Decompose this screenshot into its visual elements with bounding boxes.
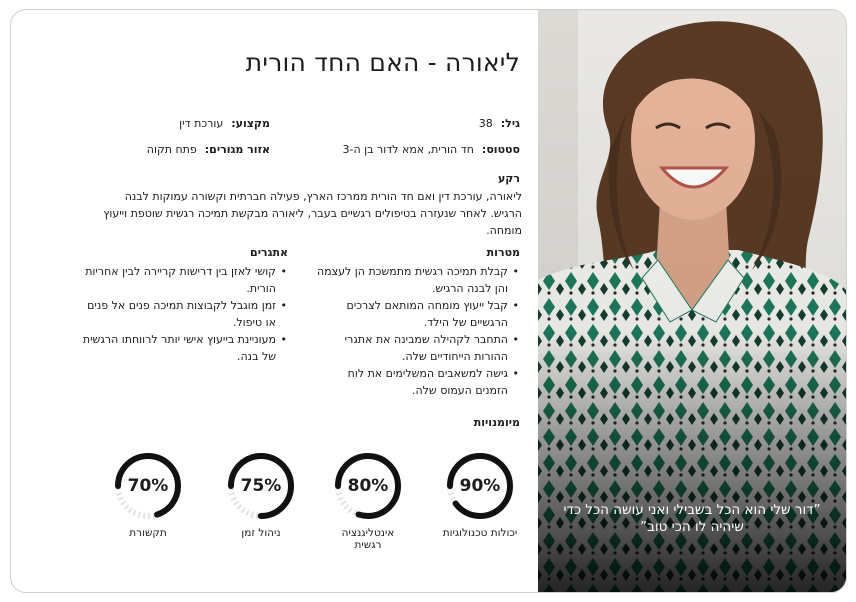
profession-field: מקצוע: עורכת דין (179, 117, 270, 130)
gauge-label: אינטליגנציה רגשית (341, 527, 395, 551)
status-label: סטטוס: (481, 143, 520, 156)
gauge-label: ניהול זמן (241, 527, 281, 539)
persona-photo: ”דור שלי הוא הכל בשבילי ואני עושה הכל כד… (538, 10, 846, 592)
background-heading: רקע (497, 172, 520, 185)
goal-item: קבלת תמיכה רגשית מתמשכת הן לעצמה והן לבנ… (312, 263, 519, 297)
skill-gauge: 75% ניהול זמן (221, 448, 301, 539)
status-field: סטטוס: חד הורית, אמא לדור בן ה-3 (343, 143, 520, 156)
goals-list: קבלת תמיכה רגשית מתמשכת הן לעצמה והן לבנ… (312, 263, 520, 399)
residence-value: פתח תקוה (146, 143, 197, 156)
gauge-ring (335, 453, 401, 519)
goal-item: התחבר לקהילה שמבינה את אתגרי ההורות הייח… (312, 331, 519, 365)
skill-gauge: 70% תקשורת (108, 448, 188, 539)
challenge-item: זמן מוגבל לקבוצות תמיכה פנים אל פנים או … (80, 297, 287, 331)
background-text: ליאורה, עורכת דין ואם חד הורית ממרכז האר… (103, 190, 522, 237)
challenge-item: קושי לאזן בין דרישות קריירה לבין אחריות … (80, 263, 287, 297)
gauge-percent: 80% (347, 476, 389, 496)
residence-label: אזור מגורים: (204, 143, 270, 156)
skill-gauge: 80% אינטליגנציה רגשית (328, 448, 408, 551)
gauge-label: יכולות טכנולוגיות (442, 527, 518, 539)
goal-item: גישה למשאבים המשלימים את לוח הזמנים העמו… (312, 365, 519, 399)
age-field: גיל: 38 (479, 117, 520, 130)
gauge-ring (228, 453, 294, 519)
skill-gauge: 90% יכולות טכנולוגיות (440, 448, 520, 539)
gauge-label: תקשורת (129, 527, 167, 539)
gauge-ring (447, 453, 513, 519)
page-title: ליאורה - האם החד הורית (245, 48, 520, 77)
profession-label: מקצוע: (231, 117, 270, 130)
challenges-heading: אתגרים (250, 246, 288, 259)
challenges-list: קושי לאזן בין דרישות קריירה לבין אחריות … (80, 263, 288, 365)
persona-card: ליאורה - האם החד הורית גיל: 38 מקצוע: עורכ… (10, 9, 847, 593)
challenge-item: מעוניינת בייעוץ אישי יותר לרווחתו הרגשית… (80, 331, 287, 365)
status-value: חד הורית, אמא לדור בן ה-3 (342, 143, 474, 156)
persona-quote: ”דור שלי הוא הכל בשבילי ואני עושה הכל כד… (563, 502, 821, 535)
persona-details: ליאורה - האם החד הורית גיל: 38 מקצוע: עורכ… (11, 10, 538, 592)
goal-item: קבל ייעוץ מומחה המותאם לצרכים הרגשיים של… (312, 297, 519, 331)
gauge-percent: 90% (459, 476, 501, 496)
gauge-percent: 75% (240, 476, 282, 496)
gauge-percent: 70% (127, 476, 169, 496)
portrait-illustration (538, 10, 846, 592)
age-value: 38 (478, 117, 493, 130)
skills-heading: מיומנויות (473, 416, 520, 429)
goals-heading: מטרות (486, 246, 520, 259)
age-label: גיל: (500, 117, 520, 130)
profession-value: עורכת דין (179, 117, 224, 130)
gauge-ring (115, 453, 181, 519)
residence-field: אזור מגורים: פתח תקוה (147, 143, 270, 156)
